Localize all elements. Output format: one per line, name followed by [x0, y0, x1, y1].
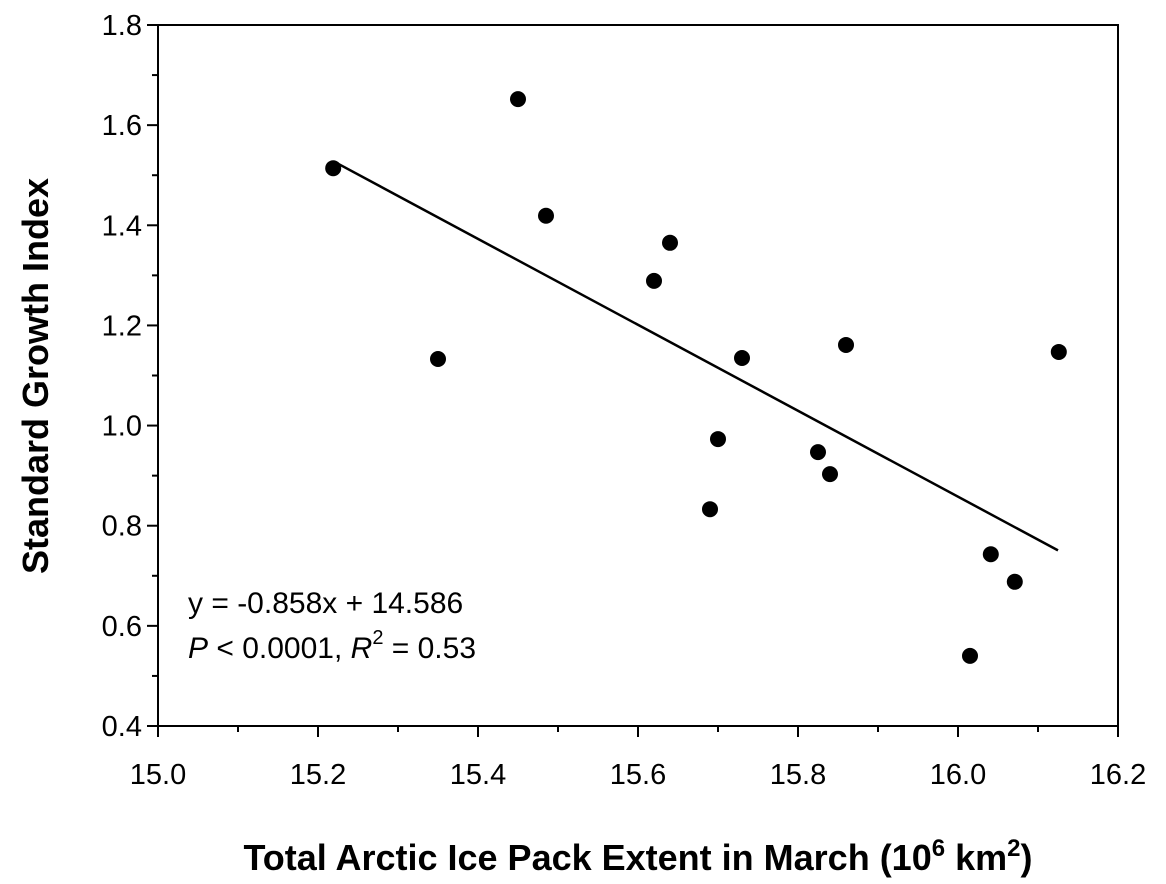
x-tick-label: 16.0: [930, 759, 986, 791]
point: [1006, 573, 1023, 590]
x-title-part: Total Arctic Ice Pack Extent in March (1…: [243, 837, 931, 878]
point: [538, 207, 554, 224]
y-tick-label: 1.0: [102, 411, 142, 443]
annotation-part: R: [351, 632, 373, 665]
point: [510, 91, 526, 108]
point: [810, 444, 826, 461]
y-tick-label: 0.8: [102, 511, 142, 543]
annotation-part: < 0.0001,: [208, 632, 351, 665]
annotation: P < 0.0001, R2 = 0.53: [188, 627, 476, 665]
point: [325, 160, 342, 177]
y-tick-label: 0.4: [102, 711, 142, 743]
x-tick-label: 16.2: [1090, 759, 1146, 791]
annotation-part: = 0.53: [383, 632, 476, 665]
annotation-sup: 2: [372, 627, 383, 649]
y-tick-label: 1.8: [102, 10, 142, 42]
x-title-sup: 2: [1007, 835, 1020, 862]
point: [702, 501, 718, 518]
point: [838, 336, 854, 353]
annotation-part: P: [188, 632, 208, 665]
x-title-sup: 6: [932, 835, 945, 862]
point: [734, 349, 750, 366]
point: [982, 546, 999, 563]
x-axis-title: Total Arctic Ice Pack Extent in March (1…: [243, 835, 1032, 878]
x-tick-label: 15.8: [770, 759, 826, 791]
y-axis-title: Standard Growth Index: [15, 178, 56, 574]
point: [662, 234, 678, 251]
annotation: y = -0.858x + 14.586: [188, 587, 463, 620]
point: [430, 350, 446, 367]
trend-line: [333, 160, 1059, 552]
x-tick-label: 15.4: [450, 759, 506, 791]
y-tick-label: 1.2: [102, 310, 142, 342]
point: [962, 647, 978, 664]
y-tick-label: 1.6: [102, 110, 142, 142]
point: [1050, 343, 1067, 360]
y-tick-label: 1.4: [102, 210, 142, 242]
x-tick-label: 15.0: [130, 759, 186, 791]
x-tick-label: 15.2: [290, 759, 346, 791]
point: [646, 272, 662, 289]
point: [822, 466, 838, 483]
x-tick-label: 15.6: [610, 759, 666, 791]
x-title-part: km: [945, 837, 1007, 878]
plot-frame: [157, 24, 1119, 727]
y-tick-label: 0.6: [102, 611, 142, 643]
point: [710, 431, 726, 448]
x-title-part: ): [1021, 837, 1033, 878]
